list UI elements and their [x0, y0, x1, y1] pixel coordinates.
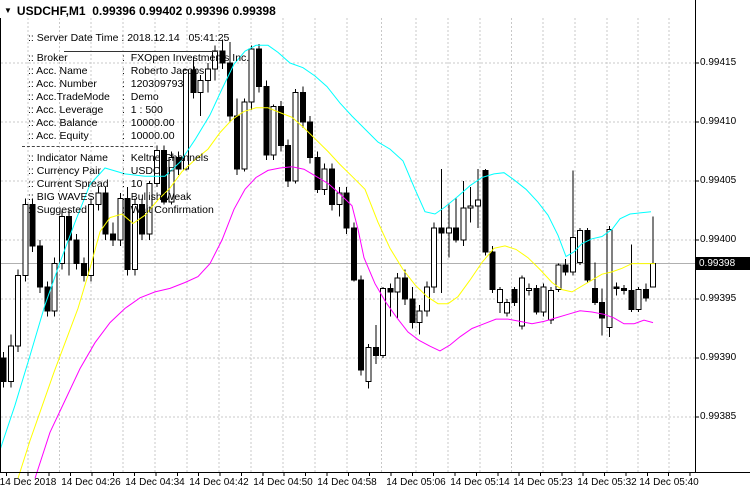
time-axis-label: 14 Dec 04:26	[61, 477, 121, 488]
time-axis-label: 14 Dec 04:42	[189, 477, 249, 488]
price-axis-label: 0.99390	[700, 352, 737, 363]
price-axis-label: 0.99385	[700, 411, 737, 422]
account-info-block: :: Broker : FXOpen Investments Inc.:: Acc…	[28, 52, 249, 143]
time-axis-label: 14 Dec 05:40	[639, 477, 699, 488]
indicator-info-row-value: : USDCHF	[122, 165, 175, 177]
indicator-info-row-value: : Bullish Weak	[122, 191, 192, 203]
account-info-row: :: Acc. Name : Roberto Jacobs	[28, 65, 249, 78]
keltner-middle-line	[17, 107, 655, 479]
chart-title-bar: ▼ USDCHF,M1 0.99396 0.99402 0.99396 0.99…	[4, 3, 276, 18]
time-axis-label: 14 Dec 05:14	[450, 477, 510, 488]
indicator-comment-panel: :: Server Date Time : 2018.12.14 05:41:2…	[0, 0, 249, 216]
indicator-info-row-value: : KeltnerChannels	[122, 152, 209, 164]
time-axis-label: 14 Dec 05:06	[386, 477, 446, 488]
account-info-row-value: : 120309793	[122, 78, 184, 90]
price-axis-label: 0.99395	[700, 293, 737, 304]
keltner-upper-line	[0, 44, 652, 451]
indicator-info-row-label: :: Suggested	[28, 204, 87, 216]
account-info-row-label: :: Acc. Leverage	[28, 104, 104, 116]
account-info-row-label: :: Acc. Number	[28, 78, 97, 90]
time-axis-label: 14 Dec 05:32	[577, 477, 637, 488]
time-axis-label: 14 Dec 04:34	[125, 477, 185, 488]
account-info-row-value: : Demo	[122, 91, 159, 103]
price-axis-label: 0.99410	[700, 116, 737, 127]
account-info-row-value: : 10000.00	[122, 130, 175, 142]
account-info-row-label: :: Acc.TradeMode	[28, 91, 110, 103]
account-info-row-label: :: Acc. Balance	[28, 117, 98, 129]
dashed-separator	[22, 146, 153, 147]
current-price-label: 0.99398	[696, 257, 750, 271]
server-date-time: :: Server Date Time : 2018.12.14 05:41:2…	[28, 32, 230, 44]
indicator-info-row-label: :: Indicator Name	[28, 152, 108, 164]
indicator-info-row: :: BIG WAVES : Bullish Weak	[28, 191, 214, 204]
price-axis-label: 0.99405	[700, 175, 737, 186]
account-info-row-value: : Roberto Jacobs	[122, 65, 205, 77]
server-line-underline	[64, 51, 218, 52]
indicator-info-block: :: Indicator Name : KeltnerChannels:: Cur…	[28, 152, 214, 217]
account-info-row: :: Broker : FXOpen Investments Inc.	[28, 52, 249, 65]
indicator-info-row-label: :: Currency Pair	[28, 165, 101, 177]
account-info-row: :: Acc.TradeMode : Demo	[28, 91, 249, 104]
indicator-info-row: :: Suggested : Wait Confirmation	[28, 204, 214, 217]
indicator-info-row-label: :: BIG WAVES	[28, 191, 95, 203]
time-axis-label: 14 Dec 05:23	[513, 477, 573, 488]
price-axis-label: 0.99400	[700, 234, 737, 245]
account-info-row-value: : 1 : 500	[122, 104, 163, 116]
account-info-row-label: :: Acc. Equity	[28, 130, 89, 142]
chart-title: USDCHF,M1 0.99396 0.99402 0.99396 0.9939…	[16, 3, 276, 18]
time-axis-label: 14 Dec 2018	[0, 477, 57, 488]
account-info-row-value: : 10000.00	[122, 117, 175, 129]
account-info-row: :: Acc. Balance : 10000.00	[28, 117, 249, 130]
account-info-row: :: Acc. Leverage : 1 : 500	[28, 104, 249, 117]
account-info-row-label: :: Broker	[28, 52, 68, 64]
time-axis-label: 14 Dec 04:50	[253, 477, 313, 488]
account-info-row-value: : FXOpen Investments Inc.	[122, 52, 250, 64]
indicator-info-row: :: Current Spread : 10	[28, 178, 214, 191]
account-info-row: :: Acc. Equity : 10000.00	[28, 130, 249, 143]
indicator-info-row-label: :: Current Spread	[28, 178, 109, 190]
triangle-down-icon[interactable]: ▼	[4, 5, 12, 15]
current-price-value: 0.99398	[699, 258, 736, 270]
indicator-info-row: :: Indicator Name : KeltnerChannels	[28, 152, 214, 165]
account-info-row: :: Acc. Number : 120309793	[28, 78, 249, 91]
time-axis-label: 14 Dec 04:58	[317, 477, 377, 488]
candles	[0, 39, 657, 389]
price-axis-label: 0.99415	[700, 57, 737, 68]
indicator-info-row-value: : Wait Confirmation	[122, 204, 214, 216]
indicator-info-row: :: Currency Pair : USDCHF	[28, 165, 214, 178]
keltner-lower-line	[34, 166, 654, 479]
account-info-row-label: :: Acc. Name	[28, 65, 88, 77]
indicator-info-row-value: : 10	[122, 178, 143, 190]
